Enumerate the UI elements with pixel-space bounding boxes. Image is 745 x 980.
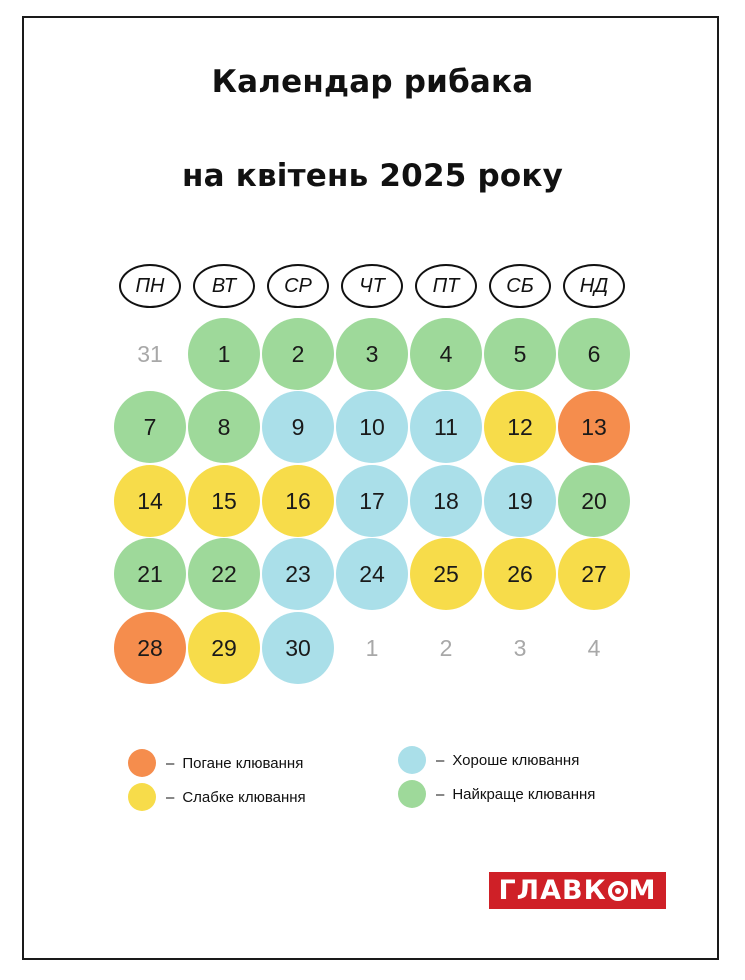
page-frame <box>22 16 719 960</box>
legend-dash: – <box>436 785 445 803</box>
day-cell: 4 <box>587 634 601 661</box>
day-cell: 13 <box>558 391 630 463</box>
legend-label-bad: Погане клювання <box>182 754 304 772</box>
title-line-1: Календар рибака <box>211 64 534 100</box>
day-cell: 5 <box>484 318 556 390</box>
day-cell: 21 <box>114 538 186 610</box>
logo-text-left: ГЛАВК <box>498 875 607 906</box>
legend-dot-good <box>398 746 426 774</box>
legend-dash: – <box>436 751 445 769</box>
day-cell: 26 <box>484 538 556 610</box>
day-cell: 20 <box>558 465 630 537</box>
day-cell: 11 <box>410 391 482 463</box>
legend-dot-best <box>398 780 426 808</box>
legend-dash: – <box>166 754 175 772</box>
weekday-sat: СБ <box>489 264 551 308</box>
day-cell: 3 <box>336 318 408 390</box>
legend-dot-bad <box>128 749 156 777</box>
day-cell: 16 <box>262 465 334 537</box>
legend-item-bad: – Погане клювання <box>128 749 303 777</box>
day-cell: 25 <box>410 538 482 610</box>
day-cell: 27 <box>558 538 630 610</box>
logo-o-mark-icon <box>607 880 628 901</box>
weekday-thu: ЧТ <box>341 264 403 308</box>
weekday-wed: СР <box>267 264 329 308</box>
day-cell: 8 <box>188 391 260 463</box>
legend-label-best: Найкраще клювання <box>452 785 596 803</box>
day-cell: 10 <box>336 391 408 463</box>
day-cell: 2 <box>439 634 453 661</box>
day-cell: 22 <box>188 538 260 610</box>
legend-label-weak: Слабке клювання <box>182 788 306 806</box>
day-cell: 7 <box>114 391 186 463</box>
legend-item-best: – Найкраще клювання <box>398 780 595 808</box>
legend-dot-weak <box>128 783 156 811</box>
legend-item-good: – Хороше клювання <box>398 746 579 774</box>
day-cell: 19 <box>484 465 556 537</box>
weekday-fri: ПТ <box>415 264 477 308</box>
day-cell: 3 <box>513 634 527 661</box>
day-cell: 30 <box>262 612 334 684</box>
day-cell: 28 <box>114 612 186 684</box>
day-cell: 1 <box>365 634 379 661</box>
day-cell: 6 <box>558 318 630 390</box>
day-cell: 18 <box>410 465 482 537</box>
legend-label-good: Хороше клювання <box>452 751 580 769</box>
day-cell: 14 <box>114 465 186 537</box>
logo-text-right: М <box>628 875 657 906</box>
day-cell: 29 <box>188 612 260 684</box>
day-cell: 12 <box>484 391 556 463</box>
day-cell: 2 <box>262 318 334 390</box>
day-cell: 4 <box>410 318 482 390</box>
day-cell: 23 <box>262 538 334 610</box>
legend-dash: – <box>166 788 175 806</box>
day-cell: 24 <box>336 538 408 610</box>
weekday-tue: ВТ <box>193 264 255 308</box>
day-cell: 1 <box>188 318 260 390</box>
day-cell: 31 <box>137 340 163 367</box>
day-cell: 9 <box>262 391 334 463</box>
weekday-mon: ПН <box>119 264 181 308</box>
title-line-2: на квітень 2025 року <box>181 158 564 194</box>
day-cell: 17 <box>336 465 408 537</box>
day-cell: 15 <box>188 465 260 537</box>
legend-item-weak: – Слабке клювання <box>128 783 306 811</box>
weekday-sun: НД <box>563 264 625 308</box>
glavcom-logo: ГЛАВК М <box>489 872 666 909</box>
